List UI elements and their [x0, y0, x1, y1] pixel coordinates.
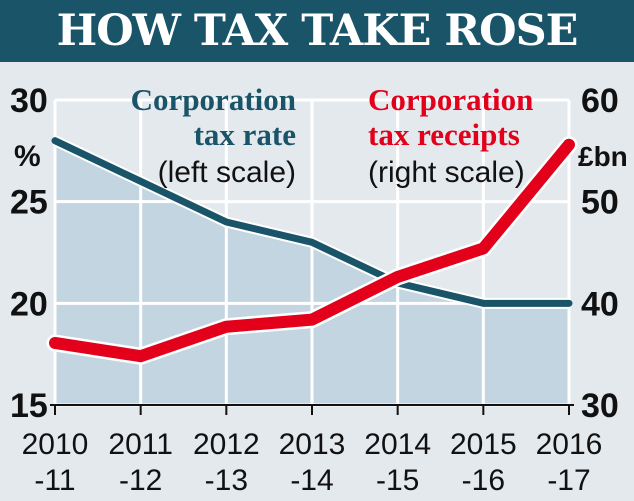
x-tick-label: -15 [376, 464, 419, 497]
x-tick-label: -12 [119, 464, 162, 497]
right-tick-label: 50 [581, 184, 619, 222]
x-tick-label: -17 [547, 464, 590, 497]
legend-receipts-note: (right scale) [368, 156, 525, 189]
right-tick-label: 60 [581, 82, 619, 120]
chart-title: HOW TAX TAKE ROSE [0, 0, 634, 62]
x-tick-label: -11 [34, 464, 75, 497]
left-tick-label: 15 [10, 387, 48, 425]
right-tick-label: 40 [581, 285, 619, 323]
x-tick-label: -16 [462, 464, 505, 497]
x-tick-label: -14 [290, 464, 333, 497]
legend-rate-note: (left scale) [158, 156, 296, 189]
legend-receipts-line1: Corporation [368, 82, 533, 117]
x-tick-label: 2011 [108, 428, 173, 461]
legend-rate-line2: tax rate [194, 117, 296, 152]
left-axis-unit: % [14, 140, 41, 173]
x-tick-label: -13 [205, 464, 248, 497]
x-tick-label: 2013 [279, 428, 346, 461]
x-tick-label: 2010 [22, 428, 89, 461]
x-tick-label: 2016 [536, 428, 603, 461]
legend-rate-line1: Corporation [131, 82, 296, 117]
x-tick-label: 2014 [364, 428, 431, 461]
left-tick-label: 30 [10, 82, 48, 120]
legend-receipts-line2: tax receipts [368, 117, 520, 152]
x-tick-label: 2012 [193, 428, 260, 461]
right-tick-label: 30 [581, 387, 619, 425]
right-axis-unit: £bn [578, 141, 628, 172]
x-tick-label: 2015 [450, 428, 517, 461]
left-tick-label: 20 [10, 285, 48, 323]
left-tick-label: 25 [10, 184, 48, 222]
